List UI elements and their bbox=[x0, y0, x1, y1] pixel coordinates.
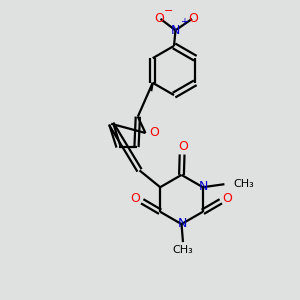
Text: O: O bbox=[149, 126, 159, 139]
Text: O: O bbox=[188, 11, 198, 25]
Text: O: O bbox=[155, 11, 164, 25]
Text: N: N bbox=[171, 24, 180, 37]
Text: N: N bbox=[199, 180, 208, 193]
Text: +: + bbox=[180, 17, 188, 27]
Text: O: O bbox=[223, 192, 232, 206]
Text: −: − bbox=[164, 6, 173, 16]
Text: CH₃: CH₃ bbox=[233, 179, 254, 189]
Text: O: O bbox=[131, 192, 140, 206]
Text: O: O bbox=[178, 140, 188, 154]
Text: CH₃: CH₃ bbox=[172, 244, 194, 255]
Text: N: N bbox=[177, 217, 187, 230]
